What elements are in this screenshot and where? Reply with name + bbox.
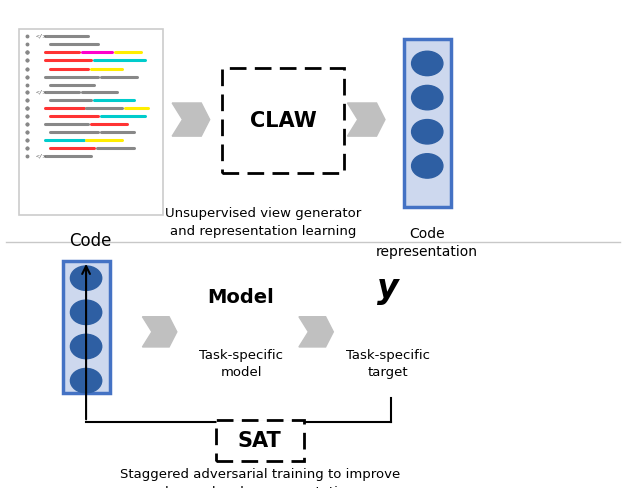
Circle shape <box>412 85 443 110</box>
Text: </>: </> <box>36 90 48 95</box>
Bar <box>222 68 344 173</box>
Circle shape <box>70 300 101 325</box>
Bar <box>216 420 304 461</box>
Polygon shape <box>299 317 333 347</box>
Bar <box>19 29 163 215</box>
Text: Code
representation: Code representation <box>376 227 478 259</box>
Polygon shape <box>347 103 385 136</box>
Text: Model: Model <box>208 288 274 307</box>
Circle shape <box>70 266 101 290</box>
Text: </>: </> <box>36 154 48 159</box>
Polygon shape <box>172 103 210 136</box>
Text: Task-specific
model: Task-specific model <box>199 349 283 380</box>
Circle shape <box>412 154 443 178</box>
Circle shape <box>70 334 101 359</box>
Polygon shape <box>142 317 177 347</box>
Circle shape <box>412 51 443 76</box>
Circle shape <box>70 368 101 393</box>
Text: Code: Code <box>69 232 112 250</box>
Bar <box>63 261 110 393</box>
Text: Task-specific
target: Task-specific target <box>346 349 430 380</box>
Bar <box>404 39 451 207</box>
Text: CLAW: CLAW <box>250 111 317 131</box>
Text: Staggered adversarial training to improve
learned code representation: Staggered adversarial training to improv… <box>120 468 400 488</box>
Circle shape <box>412 120 443 144</box>
Text: Unsupervised view generator
and representation learning: Unsupervised view generator and represen… <box>165 207 361 239</box>
Text: </>: </> <box>36 33 48 38</box>
Text: SAT: SAT <box>238 431 282 450</box>
Text: y: y <box>377 272 399 305</box>
